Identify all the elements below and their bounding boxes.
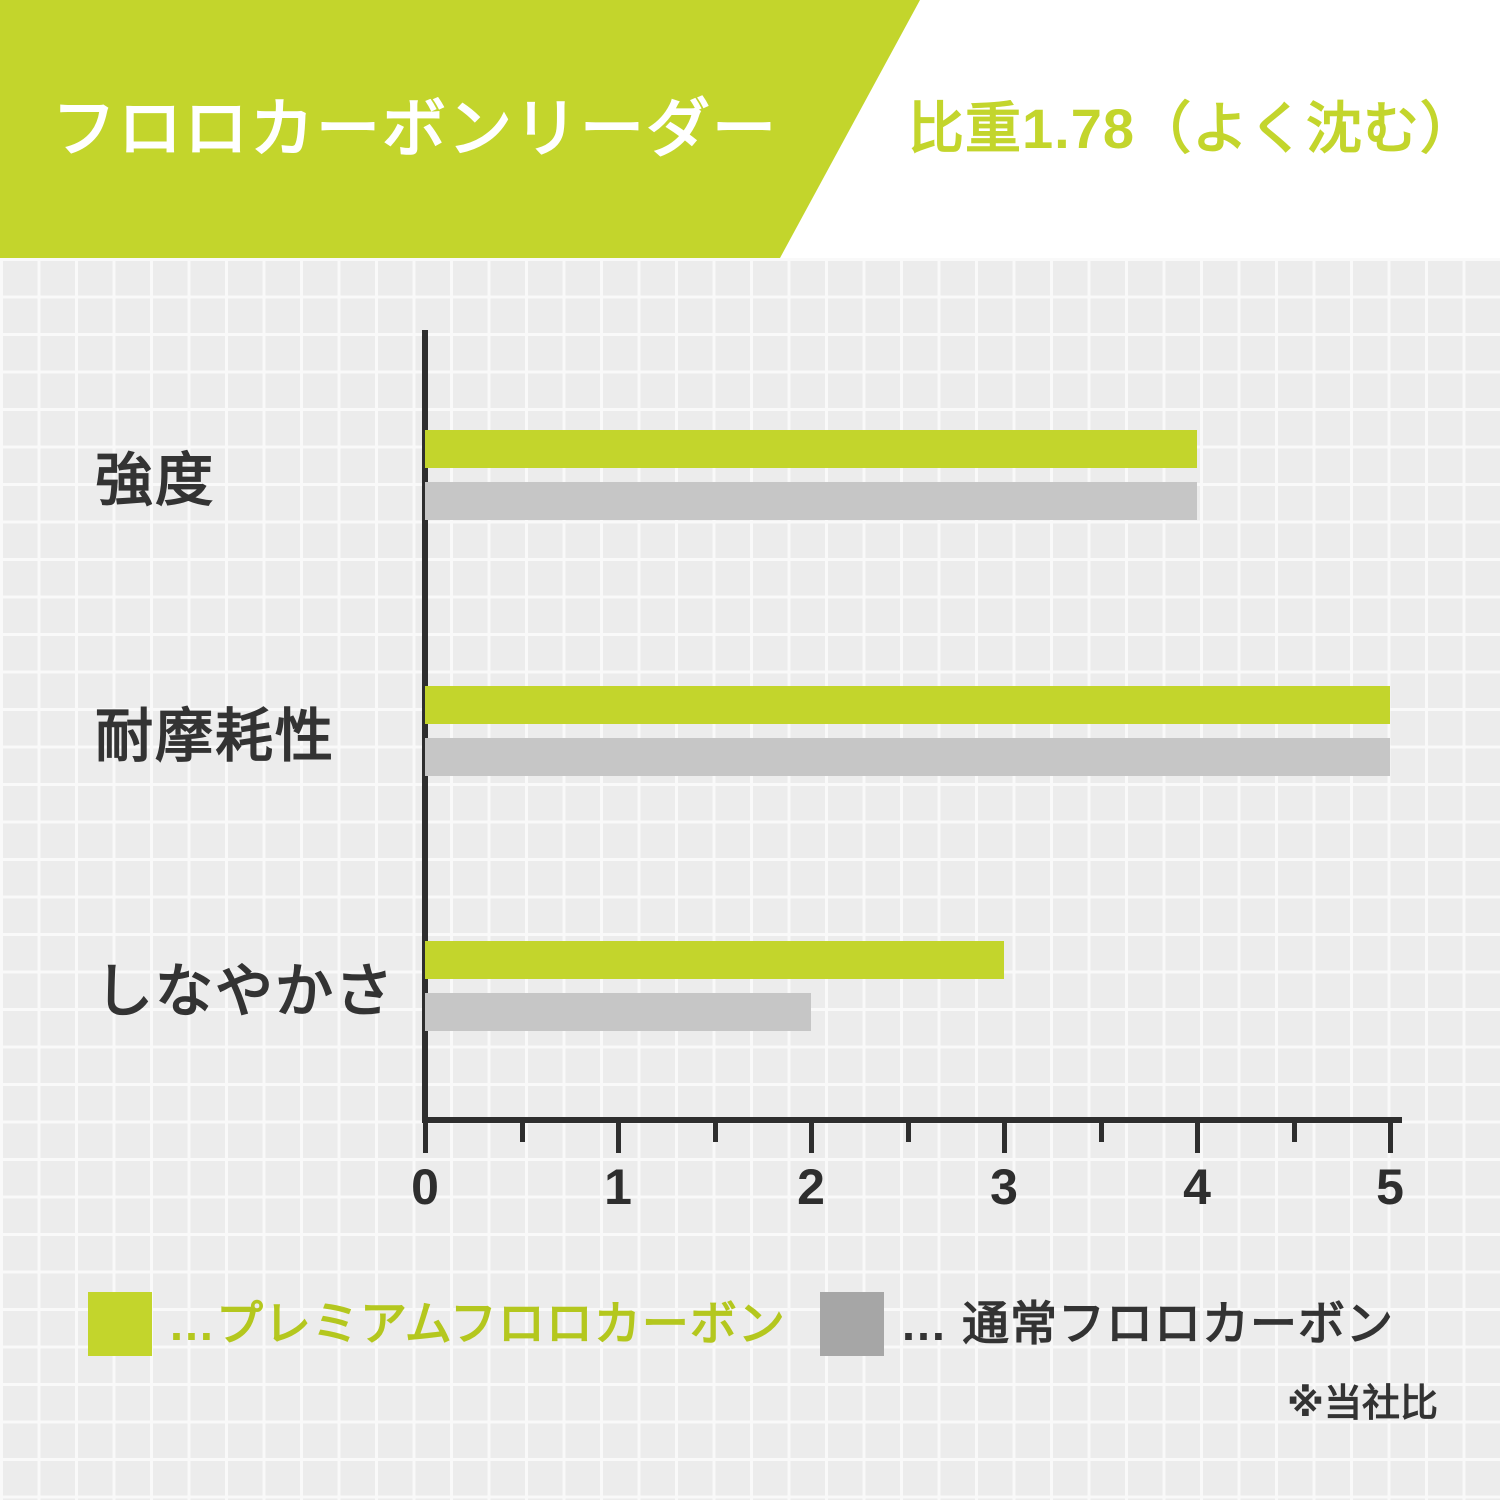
x-axis-tick-label: 1 — [604, 1159, 632, 1215]
bar-normal — [425, 993, 811, 1031]
bar-normal — [425, 738, 1390, 776]
x-axis-minor-tick — [905, 1123, 911, 1142]
x-axis-major-tick — [423, 1123, 428, 1153]
spec-badge-text: 比重1.78（よく沈む） — [908, 97, 1477, 160]
bar-premium — [425, 430, 1197, 468]
x-axis-major-tick — [809, 1123, 814, 1153]
legend-swatch-normal — [820, 1292, 884, 1356]
category-label: しなやかさ — [95, 959, 396, 1024]
x-axis-major-tick — [616, 1123, 621, 1153]
x-axis-tick-label: 5 — [1376, 1159, 1404, 1215]
header-banner: フロロカーボンリーダー 比重1.78（よく沈む） — [0, 0, 1500, 258]
legend-label-normal: … 通常フロロカーボン — [900, 1297, 1395, 1350]
x-axis-line — [422, 1117, 1402, 1123]
legend-label-premium: …プレミアムフロロカーボン — [168, 1297, 786, 1350]
x-axis-tick-label: 4 — [1183, 1159, 1211, 1215]
legend-swatch-premium — [88, 1292, 152, 1356]
x-axis-major-tick — [1002, 1123, 1007, 1153]
spec-badge: 比重1.78（よく沈む） — [780, 0, 1500, 258]
x-axis-minor-tick — [712, 1123, 718, 1142]
y-axis-line — [422, 330, 428, 1123]
x-axis-tick-label: 0 — [411, 1159, 439, 1215]
category-label: 強度 — [95, 448, 216, 513]
category-label: 耐摩耗性 — [95, 704, 336, 769]
x-axis-major-tick — [1388, 1123, 1393, 1153]
bar-normal — [425, 482, 1197, 520]
bar-premium — [425, 941, 1004, 979]
page-title: フロロカーボンリーダー — [52, 93, 778, 165]
bar-premium — [425, 686, 1390, 724]
x-axis-major-tick — [1195, 1123, 1200, 1153]
x-axis-tick-label: 3 — [990, 1159, 1018, 1215]
x-axis-minor-tick — [519, 1123, 525, 1142]
x-axis-minor-tick — [1291, 1123, 1297, 1142]
x-axis-tick-label: 2 — [797, 1159, 825, 1215]
footnote: ※当社比 — [1287, 1383, 1438, 1425]
x-axis-minor-tick — [1098, 1123, 1104, 1142]
